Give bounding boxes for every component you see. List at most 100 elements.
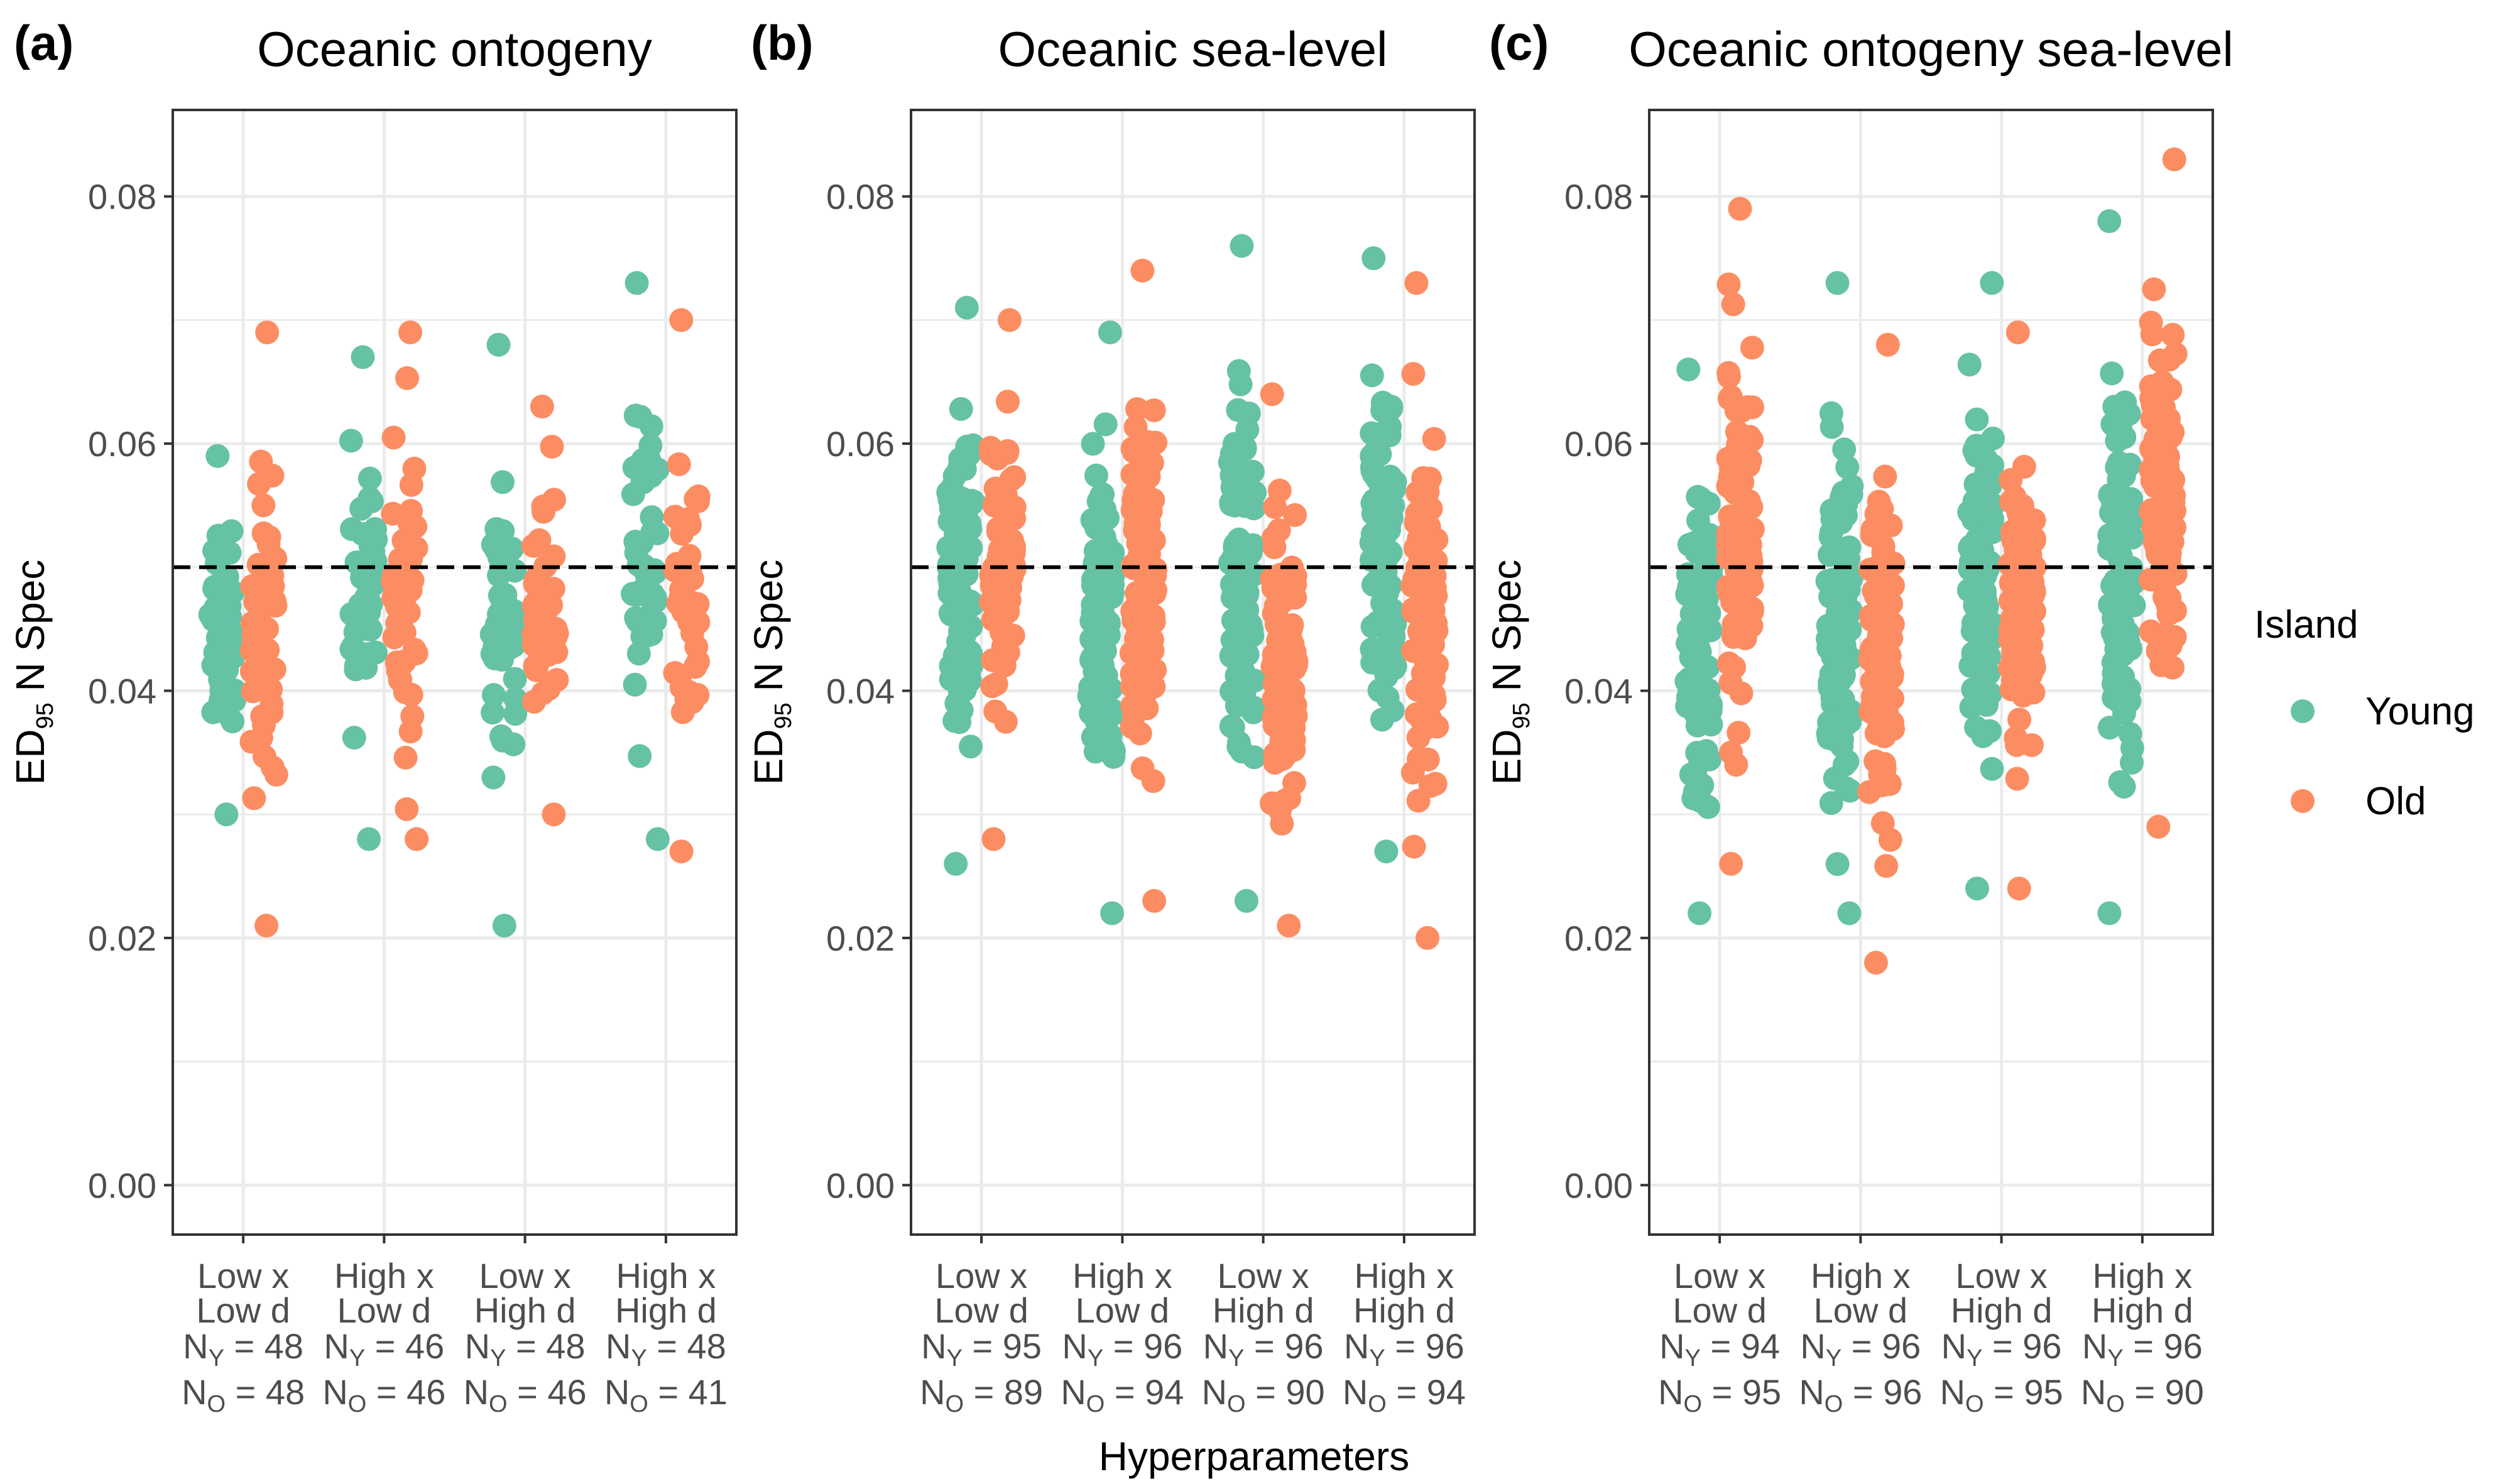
panel-letter: (a) [14, 15, 74, 70]
old-point [2021, 650, 2046, 674]
young-point [961, 433, 985, 457]
old-point [2155, 592, 2179, 617]
young-point [1980, 271, 2004, 295]
young-point [943, 521, 968, 546]
old-point [1739, 614, 1764, 638]
old-point [396, 600, 421, 625]
old-point [1879, 553, 1903, 577]
n-symbol: N [2082, 1326, 2107, 1366]
young-point [948, 643, 973, 668]
young-point [1225, 685, 1249, 710]
y-tick-label: 0.04 [1564, 672, 1633, 711]
young-point [1225, 663, 1249, 688]
young-point [349, 654, 374, 679]
young-point [1101, 745, 1126, 769]
young-point [357, 466, 382, 491]
old-point [1267, 518, 1291, 543]
n-subscript: Y [1826, 1345, 1841, 1372]
y-tick-label: 0.02 [826, 919, 895, 958]
young-point [2097, 209, 2122, 234]
young-point [1686, 508, 1710, 533]
young-point [2105, 455, 2129, 479]
young-point [2097, 716, 2122, 740]
old-point [398, 719, 423, 744]
x-tick-label-line1: Low x [1955, 1256, 2047, 1296]
old-point [1267, 478, 1292, 503]
old-point [1130, 258, 1155, 283]
n-old-label: NO = 41 [604, 1372, 728, 1417]
young-point [217, 594, 242, 618]
n-subscript: O [489, 1391, 508, 1417]
old-point [981, 827, 1006, 851]
young-point [1819, 415, 1844, 439]
x-tick-label-line2: Low d [337, 1290, 431, 1330]
old-point [2162, 147, 2186, 172]
young-point [488, 528, 512, 552]
old-point [680, 621, 704, 645]
n-young-label: NY = 96 [1062, 1326, 1182, 1372]
old-point [1130, 756, 1155, 780]
old-point [393, 745, 418, 770]
x-tick-label-line2: Low d [934, 1290, 1028, 1330]
young-point [1836, 547, 1861, 572]
n-symbol: N [324, 1326, 349, 1366]
young-point [1236, 401, 1261, 426]
young-point [351, 345, 375, 369]
old-point [523, 569, 547, 594]
x-tick-label-line2: High d [474, 1290, 576, 1330]
young-point [1965, 407, 1989, 432]
old-point [1269, 711, 1294, 736]
old-point [1730, 584, 1754, 609]
n-old-value: = 90 [1246, 1372, 1325, 1412]
old-point [1872, 724, 1897, 748]
young-point [1370, 707, 1394, 732]
x-axis-title: Hyperparameters [1099, 1434, 1409, 1479]
old-point [1725, 448, 1750, 472]
n-young-value: = 95 [963, 1326, 1042, 1366]
old-point [1875, 332, 1900, 357]
x-tick-label-line1: High x [334, 1256, 434, 1296]
young-point [1377, 423, 1402, 447]
old-point [242, 786, 266, 810]
young-point [1835, 455, 1860, 479]
n-young-label: NY = 96 [1344, 1326, 1465, 1372]
young-point [2097, 535, 2122, 559]
young-point [339, 637, 364, 662]
old-point [1142, 398, 1166, 423]
young-point [937, 553, 961, 577]
n-young-label: NY = 96 [1800, 1326, 1921, 1372]
old-point [1401, 362, 1426, 386]
n-subscript: O [1965, 1391, 1984, 1417]
old-point [1716, 272, 1741, 297]
young-point [623, 403, 648, 428]
old-point [530, 395, 554, 419]
old-point [2004, 726, 2028, 750]
young-point [361, 573, 385, 597]
n-subscript: Y [2107, 1345, 2123, 1372]
n-old-label: NO = 46 [322, 1372, 445, 1417]
old-point [2138, 499, 2163, 523]
young-point [1361, 246, 1386, 271]
young-point [1696, 655, 1720, 679]
old-point [1874, 854, 1899, 878]
young-point [944, 851, 968, 876]
old-point [684, 487, 708, 511]
old-point [2007, 876, 2031, 901]
old-point [1282, 728, 1306, 752]
panel-letter: (c) [1489, 15, 1549, 70]
young-point [1223, 493, 1247, 518]
young-point [1676, 357, 1701, 382]
n-old-value: = 46 [508, 1372, 587, 1412]
n-old-value: = 94 [1387, 1372, 1466, 1412]
old-point [386, 572, 411, 597]
young-point [2111, 665, 2136, 689]
old-point [1128, 636, 1153, 661]
old-point [405, 827, 429, 851]
old-point [666, 591, 690, 616]
old-point [1128, 515, 1152, 540]
young-point [1693, 604, 1717, 629]
panel-border [172, 109, 738, 1236]
young-point [493, 638, 517, 663]
